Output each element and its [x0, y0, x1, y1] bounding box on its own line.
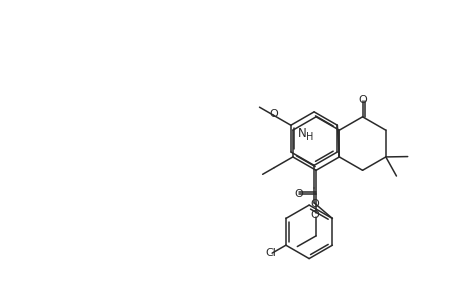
Text: O: O [358, 95, 366, 105]
Text: O: O [310, 199, 319, 209]
Text: O: O [310, 210, 319, 220]
Text: N: N [297, 127, 306, 140]
Text: O: O [269, 109, 277, 119]
Text: O: O [294, 189, 302, 200]
Text: H: H [305, 132, 313, 142]
Text: Cl: Cl [265, 248, 276, 258]
